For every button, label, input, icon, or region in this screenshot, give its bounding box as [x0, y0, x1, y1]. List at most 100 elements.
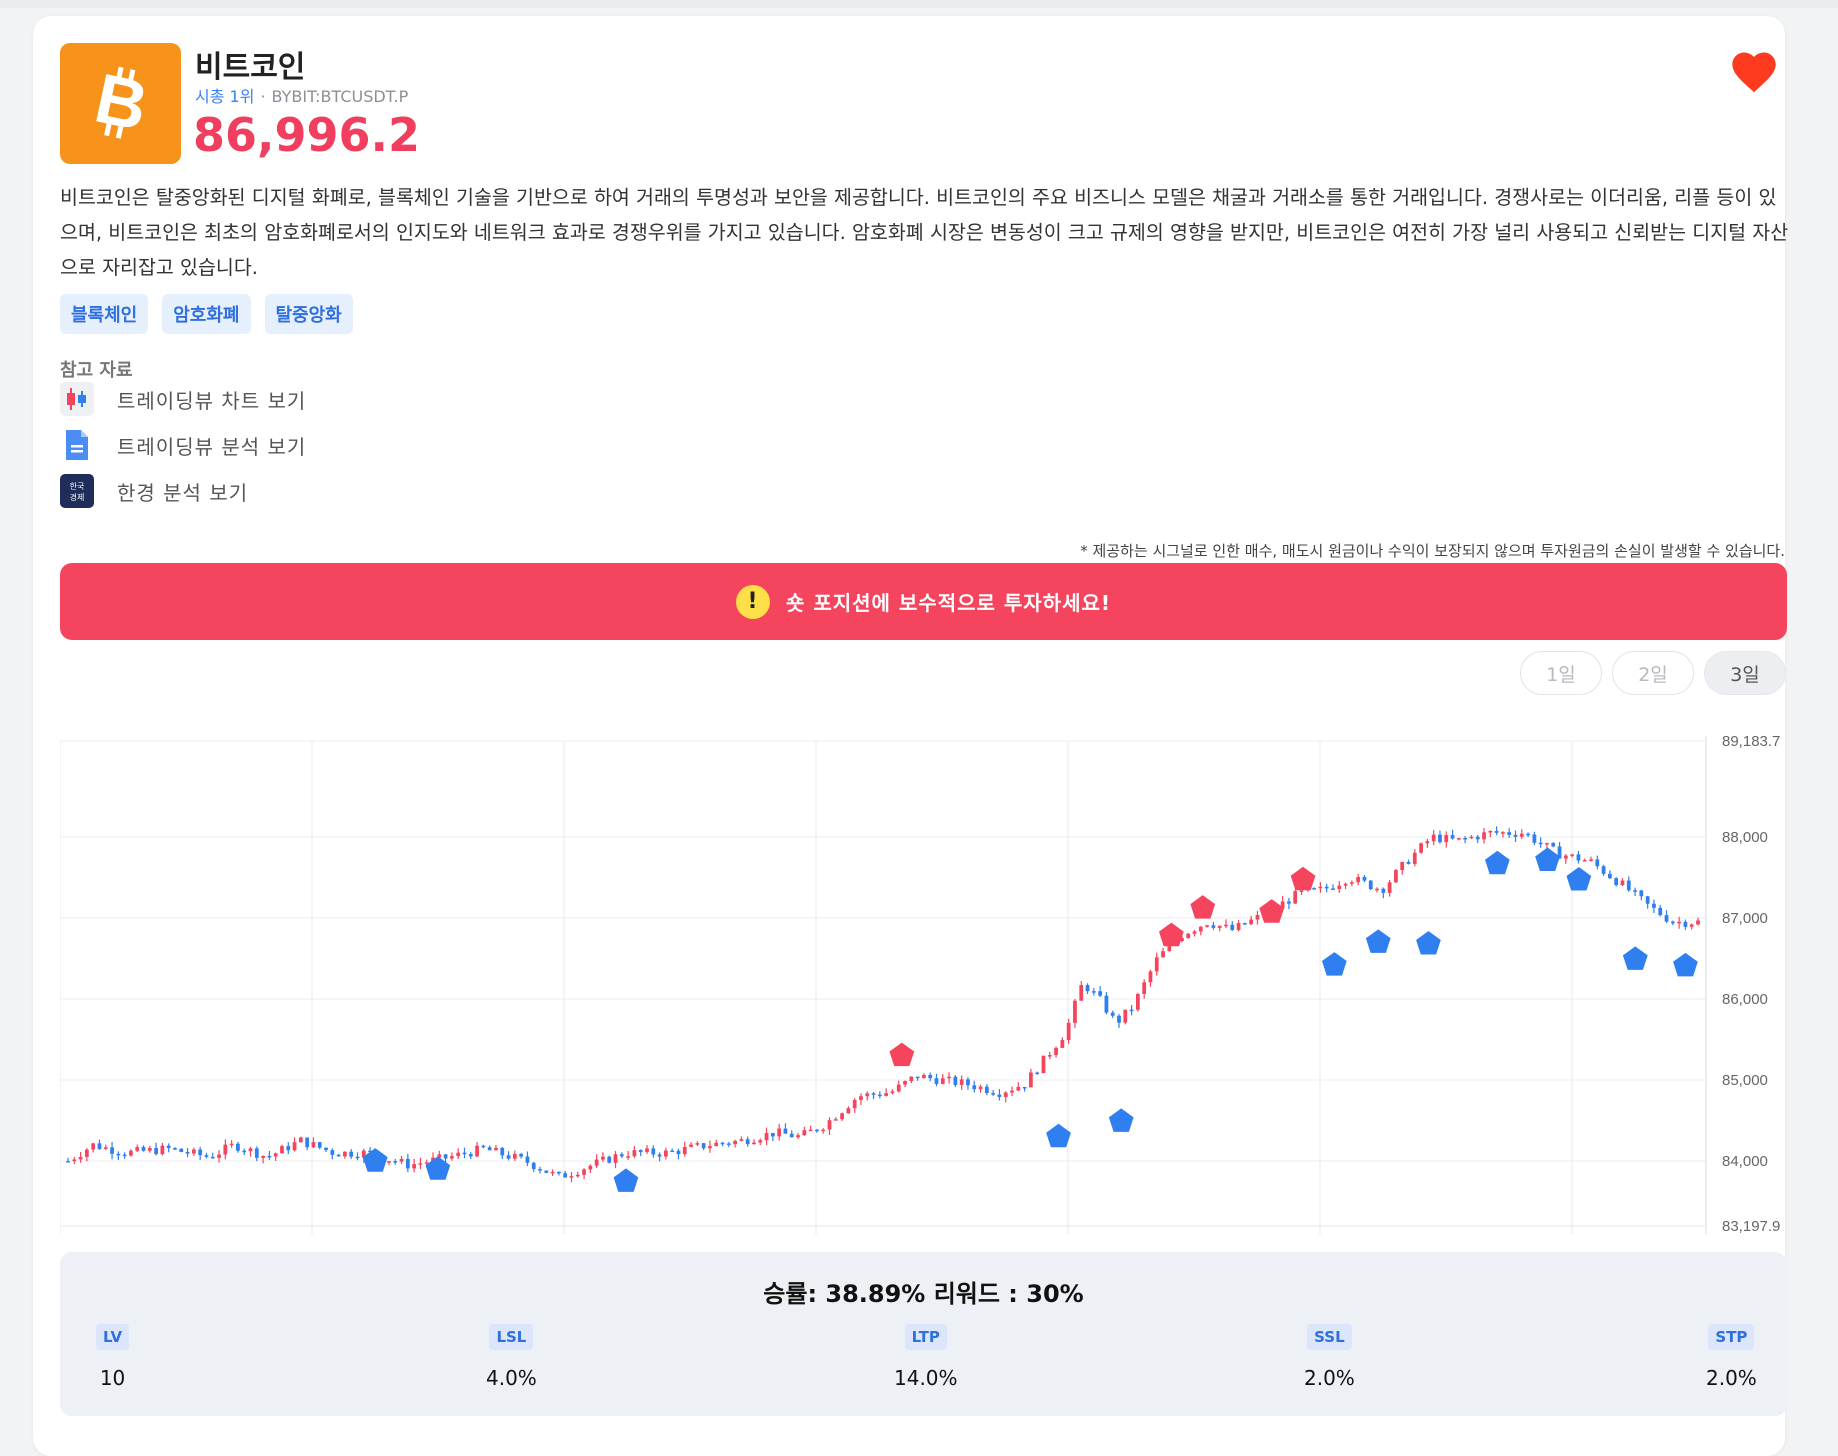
candle-body — [1236, 923, 1241, 931]
candle-body — [833, 1119, 838, 1121]
candle-body — [739, 1139, 744, 1141]
period-2d-button[interactable]: 2일 — [1612, 651, 1694, 695]
candle-body — [1054, 1047, 1058, 1056]
candle-body — [796, 1135, 800, 1138]
candle-body — [84, 1149, 89, 1157]
candle-body — [1324, 886, 1329, 889]
candle-body — [865, 1093, 870, 1097]
candle-body — [1696, 920, 1700, 925]
buy-signal-marker — [1416, 931, 1441, 955]
candle-body — [550, 1171, 555, 1174]
candle-body — [1060, 1040, 1065, 1048]
win-rate-reward-headline: 승률: 38.89% 리워드 : 30% — [763, 1280, 1084, 1308]
candle-body — [922, 1074, 926, 1079]
candle-body — [714, 1142, 719, 1147]
candle-body — [601, 1156, 605, 1160]
candle-body — [343, 1151, 347, 1157]
candle-body — [1595, 859, 1600, 867]
coin-name: 비트코인 — [195, 50, 306, 85]
candle-body — [1293, 891, 1298, 904]
candle-body — [1456, 837, 1461, 840]
reference-hankyung-analysis[interactable]: 한국 경제 한경 분석 보기 — [60, 474, 248, 508]
candle-body — [884, 1093, 889, 1096]
tag-blockchain[interactable]: 블록체인 — [60, 294, 149, 334]
candle-body — [733, 1140, 737, 1145]
candle-body — [1161, 951, 1165, 958]
candle-body — [1280, 901, 1285, 909]
stat-short-stop-loss: SSL 2.0% — [1304, 1324, 1355, 1390]
candle-body — [1010, 1090, 1014, 1093]
candle-body — [387, 1161, 391, 1163]
candle-body — [1073, 1000, 1077, 1023]
candle-body — [594, 1159, 599, 1166]
buy-signal-marker — [1365, 929, 1391, 953]
candle-body — [418, 1163, 423, 1165]
buy-signal-marker — [1535, 847, 1560, 871]
candle-body — [1475, 836, 1480, 840]
document-icon — [60, 428, 94, 462]
price-chart[interactable]: 89,183.7 88,000 87,000 86,000 85,000 84,000 83… — [59, 716, 1787, 1240]
candle-body — [286, 1146, 291, 1151]
stat-value: 10 — [99, 1366, 126, 1390]
candle-body — [191, 1149, 196, 1154]
candle-body — [1249, 919, 1254, 925]
reference-tradingview-chart[interactable]: 트레이딩뷰 차트 보기 — [60, 382, 306, 416]
candle-body — [1337, 885, 1342, 890]
buy-signal-marker — [1108, 1108, 1134, 1132]
stat-label: SSL — [1307, 1324, 1352, 1350]
svg-text:경제: 경제 — [70, 492, 85, 502]
candle-body — [1501, 832, 1505, 834]
candlestick-chart-svg[interactable]: 89,183.7 88,000 87,000 86,000 85,000 84,000 83… — [59, 716, 1787, 1236]
candle-body — [1029, 1072, 1033, 1088]
candle-body — [78, 1156, 83, 1160]
candle-body — [475, 1145, 479, 1157]
candle-body — [783, 1128, 788, 1134]
candle-body — [1381, 888, 1386, 893]
candle-body — [972, 1085, 977, 1090]
candle-body — [198, 1149, 203, 1156]
candle-body — [1066, 1022, 1071, 1041]
candle-body — [273, 1153, 278, 1157]
candle-body — [110, 1147, 114, 1154]
period-1d-button[interactable]: 1일 — [1520, 651, 1602, 695]
candle-body — [1368, 880, 1373, 890]
candle-body — [789, 1133, 794, 1138]
candle-body — [1463, 837, 1468, 840]
candle-body — [1041, 1055, 1046, 1074]
current-price: 86,996.2 — [193, 108, 420, 162]
candle-body — [770, 1133, 775, 1137]
market-cap-rank: 시총 1위 — [195, 87, 255, 106]
buy-signal-marker — [362, 1148, 388, 1172]
candle-body — [236, 1143, 240, 1151]
candle-body — [563, 1173, 568, 1178]
tag-decentralization[interactable]: 탈중앙화 — [264, 294, 353, 334]
candle-body — [103, 1147, 108, 1149]
candle-body — [179, 1148, 184, 1152]
candle-body — [1608, 873, 1612, 879]
reference-tradingview-analysis[interactable]: 트레이딩뷰 분석 보기 — [60, 428, 306, 462]
tag-cryptocurrency[interactable]: 암호화폐 — [162, 294, 251, 334]
candle-body — [305, 1137, 310, 1148]
candle-body — [298, 1137, 303, 1143]
favorite-heart-icon[interactable] — [1728, 46, 1780, 98]
candle-body — [254, 1148, 259, 1158]
bitcoin-logo-icon: B — [60, 43, 181, 164]
candle-body — [708, 1146, 712, 1149]
candle-body — [437, 1154, 442, 1158]
candle-body — [1431, 834, 1436, 842]
candle-body — [97, 1143, 102, 1149]
candle-body — [519, 1153, 524, 1157]
candle-body — [1494, 830, 1499, 833]
candle-body — [890, 1091, 895, 1094]
candle-body — [1035, 1072, 1040, 1075]
candle-body — [997, 1094, 1002, 1097]
candle-body — [1601, 866, 1606, 874]
candle-body — [582, 1169, 586, 1175]
candle-body — [676, 1150, 681, 1155]
candle-body — [909, 1076, 914, 1082]
period-3d-button[interactable]: 3일 — [1704, 651, 1786, 695]
candle-body — [1312, 888, 1316, 890]
candle-body — [1412, 852, 1417, 864]
candle-body — [1664, 915, 1669, 922]
candle-body — [1110, 1012, 1115, 1016]
